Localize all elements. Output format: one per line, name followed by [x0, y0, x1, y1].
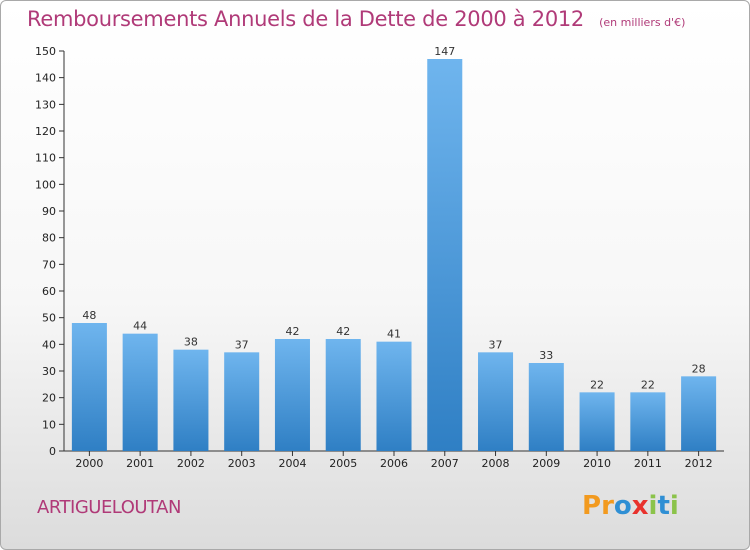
logo-letter: r	[601, 491, 614, 521]
chart-bars	[71, 59, 717, 451]
town-name: ARTIGUELOUTAN	[37, 497, 181, 518]
y-tick-label: 0	[49, 445, 56, 458]
y-tick-label: 50	[42, 312, 56, 325]
y-tick-label: 20	[42, 392, 56, 405]
chart-title: Remboursements Annuels de la Dette de 20…	[27, 7, 584, 31]
y-tick-label: 40	[42, 338, 56, 351]
data-label-2001: 44	[133, 320, 147, 333]
bar-2002	[173, 349, 209, 451]
data-label-2008: 37	[489, 338, 503, 351]
bar-2007	[427, 59, 463, 451]
x-tick-label-2012: 2012	[685, 457, 713, 470]
data-label-2005: 42	[336, 325, 350, 338]
data-label-2002: 38	[184, 336, 198, 349]
data-label-2007: 147	[434, 45, 455, 58]
data-label-2004: 42	[285, 325, 299, 338]
y-tick-label: 80	[42, 232, 56, 245]
x-tick-label-2005: 2005	[329, 457, 357, 470]
data-label-2006: 41	[387, 328, 401, 341]
logo-letter: P	[582, 491, 602, 521]
x-tick-label-2011: 2011	[634, 457, 662, 470]
data-label-2011: 22	[641, 378, 655, 391]
x-tick-label-2004: 2004	[278, 457, 306, 470]
logo-letter: i	[648, 491, 658, 521]
data-label-2009: 33	[539, 349, 553, 362]
bar-2001	[122, 333, 158, 451]
data-label-2012: 28	[692, 362, 706, 375]
y-tick-label: 90	[42, 205, 56, 218]
x-tick-label-2001: 2001	[126, 457, 154, 470]
data-label-2010: 22	[590, 378, 604, 391]
x-tick-label-2007: 2007	[431, 457, 459, 470]
x-tick-label-2010: 2010	[583, 457, 611, 470]
x-tick-label-2009: 2009	[532, 457, 560, 470]
chart-axes: 0 10 20 30 40 50 60 70 80 90 100 110 120 130 140 150	[35, 45, 724, 458]
x-tick-label-2003: 2003	[228, 457, 256, 470]
bar-2006	[376, 341, 412, 451]
bar-2010	[579, 392, 615, 451]
x-tick-label-2002: 2002	[177, 457, 205, 470]
y-tick-label: 120	[35, 125, 56, 138]
logo-letter: t	[657, 491, 670, 521]
logo-letter: o	[613, 491, 632, 521]
chart-subtitle: (en milliers d'€)	[599, 16, 686, 29]
x-tick-label-2000: 2000	[75, 457, 103, 470]
y-tick-label: 140	[35, 72, 56, 85]
bar-2009	[528, 363, 564, 451]
bar-2012	[681, 376, 717, 451]
data-label-2003: 37	[235, 338, 249, 351]
title-row: Remboursements Annuels de la Dette de 20…	[27, 7, 685, 31]
bar-2000	[71, 323, 107, 451]
bar-2004	[274, 339, 310, 451]
chart-labels: 2000 48 2001 44 2002 38 2003 37 2004 42 2005 42 2006…	[75, 45, 712, 470]
bar-2008	[478, 352, 514, 451]
proxiti-logo: Proxiti	[582, 491, 679, 521]
y-tick-label: 10	[42, 418, 56, 431]
bar-2003	[224, 352, 260, 451]
x-tick-label-2006: 2006	[380, 457, 408, 470]
y-tick-label: 30	[42, 365, 56, 378]
y-tick-label: 150	[35, 45, 56, 58]
logo-letter: i	[669, 491, 679, 521]
logo-letter: x	[631, 491, 649, 521]
bar-2005	[325, 339, 361, 451]
y-tick-label: 60	[42, 285, 56, 298]
y-tick-label: 110	[35, 152, 56, 165]
x-tick-label-2008: 2008	[482, 457, 510, 470]
bar-2011	[630, 392, 666, 451]
y-tick-label: 100	[35, 178, 56, 191]
y-tick-label: 130	[35, 98, 56, 111]
y-tick-label: 70	[42, 258, 56, 271]
data-label-2000: 48	[82, 309, 96, 322]
